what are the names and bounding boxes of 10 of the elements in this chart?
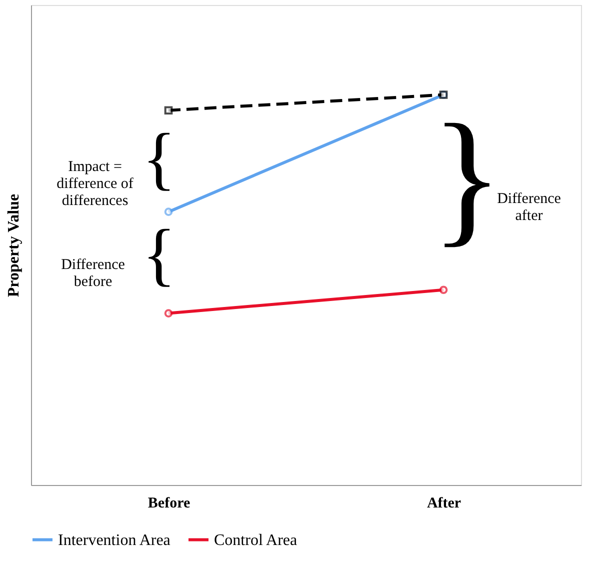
y-axis-title: Property Value bbox=[6, 194, 22, 298]
annotation: Difference before bbox=[61, 257, 126, 290]
annotation: Difference after bbox=[497, 191, 562, 224]
legend-label: Intervention Area bbox=[58, 532, 170, 549]
x-tick-label: After bbox=[426, 496, 462, 512]
legend-label: Control Area bbox=[214, 532, 298, 549]
annotation: Impact = difference of differences bbox=[56, 159, 134, 209]
x-tick-label: Before bbox=[148, 496, 190, 512]
annotation: { bbox=[142, 120, 176, 198]
annotation: { bbox=[142, 216, 176, 294]
